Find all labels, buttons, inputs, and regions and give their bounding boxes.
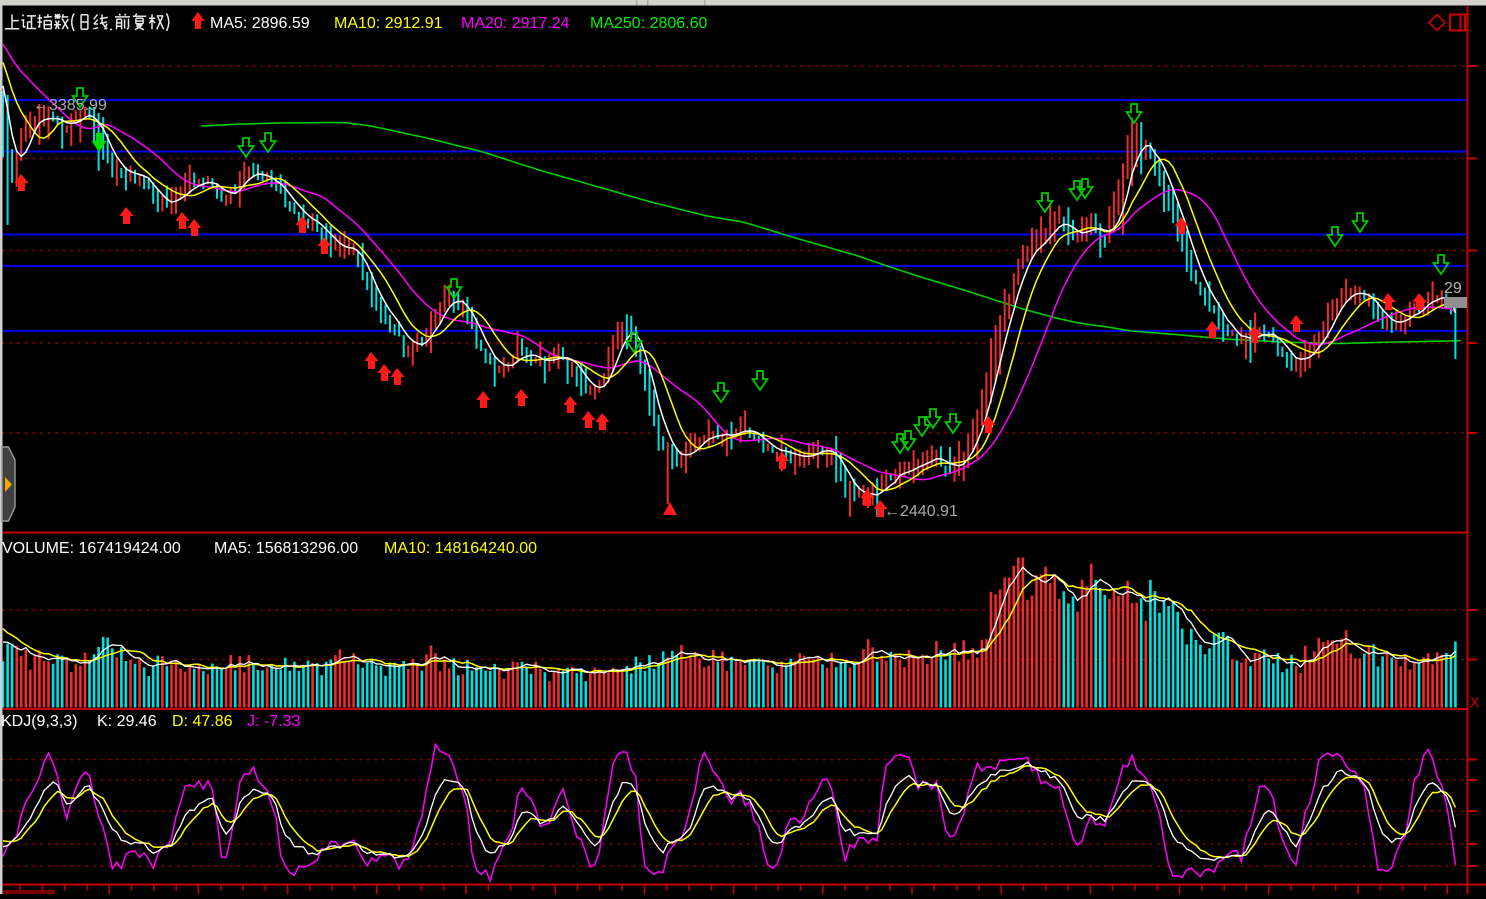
svg-text:MA10: 2912.91: MA10: 2912.91: [334, 15, 443, 32]
svg-text:←2440.91: ←2440.91: [884, 503, 958, 520]
svg-text:MA5: 2896.59: MA5: 2896.59: [210, 15, 310, 32]
svg-text:MA5: 156813296.00: MA5: 156813296.00: [214, 540, 358, 557]
svg-text:KDJ(9,3,3): KDJ(9,3,3): [1, 713, 77, 730]
svg-text:MA20: 2917.24: MA20: 2917.24: [461, 15, 570, 32]
svg-text:MA10: 148164240.00: MA10: 148164240.00: [384, 540, 537, 557]
svg-text:D: 47.86: D: 47.86: [172, 713, 233, 730]
svg-text:←3385.99: ←3385.99: [33, 97, 107, 114]
svg-text:X: X: [1470, 694, 1480, 710]
svg-text:29: 29: [1444, 280, 1462, 297]
svg-text:J: -7.33: J: -7.33: [247, 713, 300, 730]
svg-text:K: 29.46: K: 29.46: [97, 713, 157, 730]
svg-text:MA250: 2806.60: MA250: 2806.60: [590, 15, 708, 32]
svg-text:VOLUME: 167419424.00: VOLUME: 167419424.00: [2, 540, 181, 557]
